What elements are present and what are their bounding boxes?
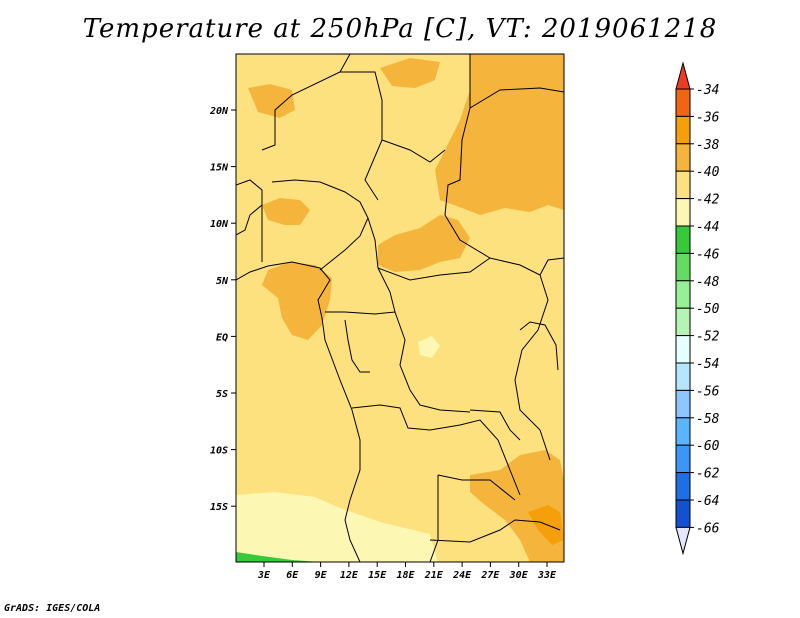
colorbar-swatch <box>675 417 691 446</box>
colorbar-bottom-arrow <box>675 526 691 556</box>
temp-band-38-north <box>380 58 440 88</box>
lat-tick-label: 15S <box>210 502 228 513</box>
longitude-axis: 3E 6E 9E 12E 15E 18E 21E 24E 27E 30E 33E <box>257 562 557 581</box>
colorbar-swatch <box>675 170 691 200</box>
lon-tick-label: 6E <box>286 570 299 581</box>
colorbar-label: -34 <box>696 83 719 98</box>
lon-tick-label: 9E <box>315 570 328 581</box>
colorbar-label: -54 <box>696 357 719 372</box>
temp-band-42-center <box>418 336 440 358</box>
lat-tick-label: 10S <box>210 446 228 457</box>
latitude-axis: 20N 15N 10N 5N EQ 5S 10S 15S <box>209 106 236 513</box>
colorbar-top-arrow <box>675 61 691 90</box>
chart-title: Temperature at 250hPa [C], VT: 201906121… <box>82 14 718 44</box>
colorbar-swatch <box>675 389 691 419</box>
map-frame <box>235 53 565 563</box>
temp-band-38-central <box>378 215 470 272</box>
colorbar: -34 -36 -38 -40 -42 -44 -46 -48 -50 -52 -54 -56 -58 -… <box>675 61 720 556</box>
colorbar-swatch <box>675 198 691 227</box>
colorbar-swatch <box>675 225 691 254</box>
temp-band-44-sw <box>236 552 320 562</box>
colorbar-label: -50 <box>696 302 720 317</box>
lat-tick-label: 20N <box>209 106 229 117</box>
colorbar-label: -62 <box>696 467 720 482</box>
temp-band-36-se <box>528 505 564 545</box>
temp-band-38-ne <box>435 54 564 215</box>
colorbar-swatch <box>675 115 691 145</box>
colorbar-swatch <box>675 472 691 501</box>
country-boundaries <box>236 54 564 562</box>
lat-tick-label: 5S <box>216 389 228 400</box>
colorbar-swatch <box>675 444 691 474</box>
lon-tick-label: 24E <box>452 570 472 581</box>
temp-band-38-west-b <box>248 84 295 118</box>
temp-band-42-sw <box>236 492 438 562</box>
colorbar-label: -52 <box>696 330 720 345</box>
colorbar-label: -42 <box>696 193 720 208</box>
lon-tick-label: 12E <box>340 570 359 581</box>
colorbar-label: -44 <box>696 220 719 235</box>
lat-tick-label: 5N <box>216 276 229 287</box>
colorbar-swatch <box>675 499 691 528</box>
credit-label: GrADS: IGES/COLA <box>4 603 101 614</box>
colorbar-label: -66 <box>696 521 720 536</box>
colorbar-swatch <box>675 88 691 117</box>
lon-tick-label: 3E <box>257 570 271 581</box>
colorbar-label: -48 <box>696 275 720 290</box>
lon-tick-label: 30E <box>509 570 529 581</box>
colorbar-swatch <box>675 335 691 364</box>
colorbar-swatch <box>675 307 691 337</box>
lon-tick-label: 33E <box>537 570 557 581</box>
colorbar-swatch <box>675 252 691 282</box>
lat-tick-label: 15N <box>210 163 229 174</box>
lat-tick-label: EQ <box>216 332 228 343</box>
lat-tick-label: 10N <box>210 219 229 230</box>
lon-tick-label: 27E <box>480 570 500 581</box>
temp-band-38-west-a <box>262 198 310 225</box>
temp-band-38-se <box>470 450 564 562</box>
temp-band-38-gulf <box>262 262 332 340</box>
lon-tick-label: 18E <box>396 570 415 581</box>
colorbar-swatch <box>675 362 691 391</box>
colorbar-label: -60 <box>696 439 720 454</box>
colorbar-swatch <box>675 143 691 172</box>
lon-tick-label: 15E <box>368 570 387 581</box>
colorbar-swatch <box>675 280 691 309</box>
colorbar-label: -40 <box>696 165 720 180</box>
colorbar-label: -38 <box>696 138 720 153</box>
colorbar-label: -56 <box>696 384 720 399</box>
lon-tick-label: 21E <box>424 570 444 581</box>
colorbar-label: -46 <box>696 247 720 262</box>
colorbar-label: -36 <box>696 110 720 125</box>
colorbar-label: -64 <box>696 494 719 509</box>
colorbar-label: -58 <box>696 412 720 427</box>
map-panel <box>236 54 564 562</box>
